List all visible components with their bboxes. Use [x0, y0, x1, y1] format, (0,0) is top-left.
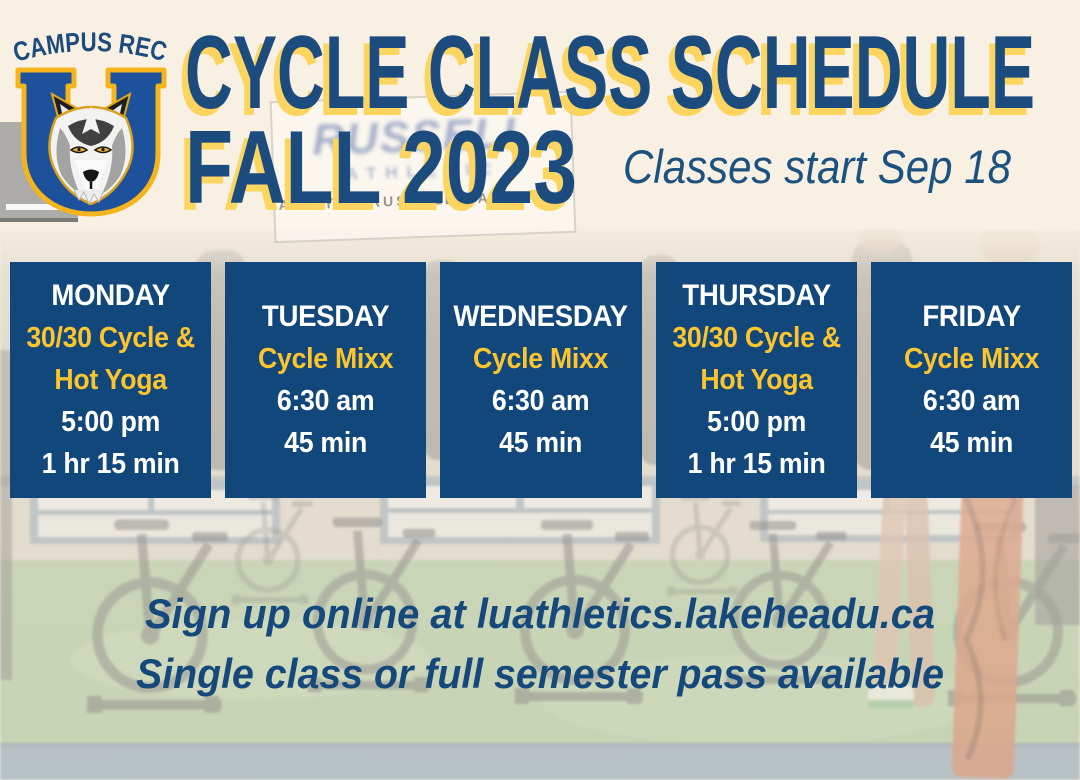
class-time: 6:30 am [277, 385, 375, 417]
schedule-card-wednesday: WEDNESDAY Cycle Mixx 6:30 am 45 min [440, 262, 642, 498]
schedule-card-monday: MONDAY 30/30 Cycle & Hot Yoga 5:00 pm 1 … [10, 262, 212, 498]
day-label: THURSDAY [681, 279, 831, 312]
pass-line: Single class or full semester pass avail… [136, 650, 944, 697]
schedule-cards: MONDAY 30/30 Cycle & Hot Yoga 5:00 pm 1 … [10, 262, 1072, 498]
class-name-line2: Hot Yoga [54, 364, 167, 396]
class-time: 6:30 am [492, 385, 590, 417]
class-name-line1: Cycle Mixx [258, 343, 394, 375]
signup-line: Sign up online at luathletics.lakeheadu.… [145, 590, 935, 637]
schedule-card-thursday: THURSDAY 30/30 Cycle & Hot Yoga 5:00 pm … [655, 262, 857, 498]
class-name-line1: 30/30 Cycle & [26, 322, 195, 354]
class-name-line1: Cycle Mixx [903, 343, 1039, 375]
class-duration: 1 hr 15 min [687, 448, 826, 480]
day-label: WEDNESDAY [453, 300, 629, 333]
class-duration: 1 hr 15 min [41, 448, 180, 480]
class-time: 6:30 am [922, 385, 1021, 417]
schedule-card-tuesday: TUESDAY Cycle Mixx 6:30 am 45 min [225, 262, 427, 498]
day-label: FRIDAY [922, 300, 1021, 333]
class-name-line2: Hot Yoga [699, 364, 813, 396]
class-name-line1: Cycle Mixx [473, 343, 609, 375]
day-label: MONDAY [51, 279, 170, 312]
class-duration: 45 min [284, 427, 368, 459]
class-duration: 45 min [929, 427, 1013, 459]
class-time: 5:00 pm [61, 406, 161, 438]
title-line2: FALL 2023 [185, 110, 577, 226]
class-name-line1: 30/30 Cycle & [671, 322, 841, 354]
class-duration: 45 min [499, 427, 583, 459]
footer: Sign up online at luathletics.lakeheadu.… [136, 590, 944, 697]
schedule-card-friday: FRIDAY Cycle Mixx 6:30 am 45 min [870, 262, 1072, 498]
subtitle: Classes start Sep 18 [623, 140, 1011, 193]
header: CYCLE CLASS SCHEDULE CYCLE CLASS SCHEDUL… [179, 15, 1035, 233]
day-label: TUESDAY [262, 300, 390, 333]
class-time: 5:00 pm [706, 406, 806, 438]
